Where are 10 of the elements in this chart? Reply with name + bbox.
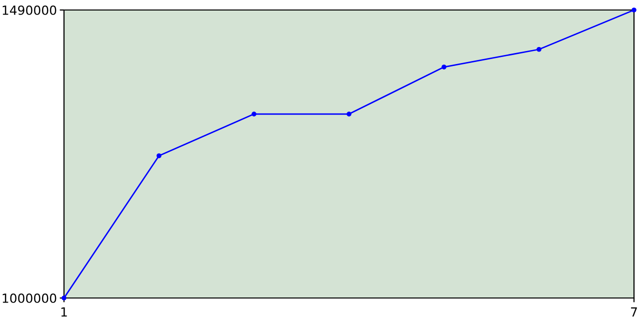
y-tick-label: 1490000: [2, 5, 56, 15]
point: [346, 112, 352, 116]
point: [632, 8, 636, 12]
point: [252, 112, 256, 116]
point: [156, 153, 162, 158]
point: [442, 64, 446, 70]
point: [536, 46, 542, 52]
y-tick-label: 1000000: [2, 293, 56, 303]
x-tick-label: 1: [61, 307, 67, 317]
x-tick-label: 7: [631, 307, 637, 317]
